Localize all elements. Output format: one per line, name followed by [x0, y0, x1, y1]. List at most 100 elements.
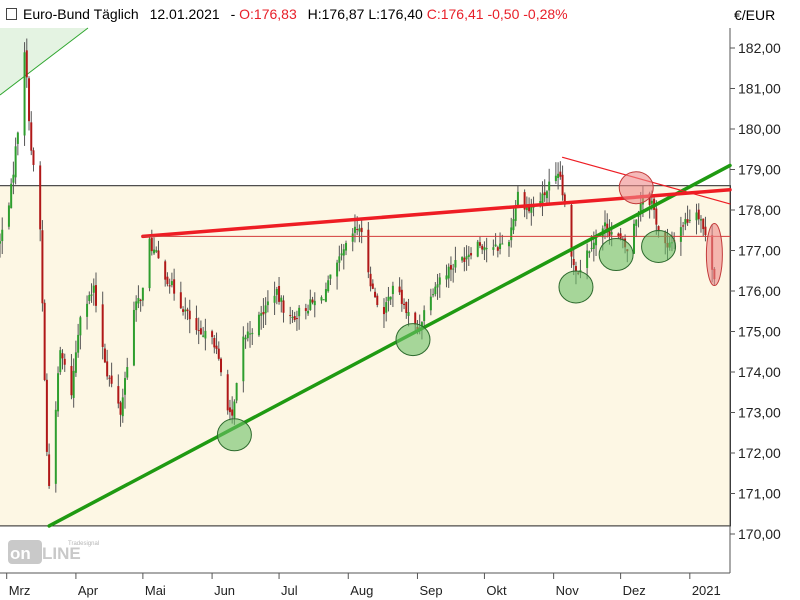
candle-down [697, 209, 700, 220]
candle-up [141, 287, 144, 301]
candle-up [590, 247, 593, 249]
candle-down [32, 150, 35, 165]
candle-up [14, 146, 17, 178]
candle-up [586, 250, 589, 268]
candle-down [231, 409, 234, 416]
candle-down [63, 358, 66, 365]
candle-up [124, 378, 127, 395]
y-tick-label: 181,00 [738, 81, 781, 97]
highlight-circle-green [395, 323, 431, 357]
candle-up [280, 297, 283, 302]
candle-down [686, 219, 689, 223]
candle-up [510, 227, 513, 241]
candle-up [329, 274, 332, 279]
candle-down [481, 245, 484, 250]
candle-up [54, 409, 57, 484]
instrument-name: Euro-Bund Täglich [23, 6, 139, 22]
candle-down [215, 345, 218, 349]
candle-up [432, 294, 435, 296]
candle-up [307, 310, 310, 314]
candle-up [494, 244, 497, 247]
candle-up [72, 370, 75, 398]
candle-down [110, 375, 113, 384]
candle-down [704, 226, 707, 235]
y-tick-label: 170,00 [738, 526, 781, 542]
candle-up [485, 248, 488, 250]
candle-down [228, 407, 231, 413]
candle-up [275, 289, 278, 295]
highlight-circle-green [558, 270, 594, 304]
candle-up [291, 317, 294, 319]
candle-down [657, 226, 660, 232]
candle-down [28, 78, 31, 122]
candle-down [572, 258, 575, 266]
candle-up [121, 397, 124, 417]
candle-up [679, 227, 682, 242]
candle-down [278, 286, 281, 302]
candle-down [41, 230, 44, 304]
candle-up [438, 277, 441, 285]
candle-down [173, 279, 176, 294]
candle-down [367, 229, 370, 273]
candle-up [445, 275, 448, 280]
candle-up [155, 250, 158, 252]
candle-down [45, 379, 48, 452]
candle-up [391, 285, 394, 295]
candle-down [405, 302, 408, 314]
candle-up [233, 401, 236, 419]
candle-down [226, 374, 229, 411]
candle-down [282, 300, 285, 313]
candle-down [119, 402, 122, 415]
candle-up [423, 310, 426, 322]
candle-up [57, 373, 60, 412]
candle-down [403, 303, 406, 306]
candle-up [324, 289, 327, 302]
candle-down [563, 194, 566, 205]
candle-up [132, 309, 135, 366]
candle-up [387, 296, 390, 302]
candle-up [1, 229, 4, 242]
candle-up [273, 295, 276, 303]
y-tick-label: 179,00 [738, 162, 781, 178]
highlight-circle-red [618, 171, 654, 205]
candle-down [220, 358, 223, 373]
candle-down [168, 285, 171, 287]
instrument-icon[interactable] [6, 8, 17, 20]
candle-up [541, 193, 544, 204]
candle-down [574, 266, 577, 272]
candle-up [635, 219, 638, 226]
candle-up [204, 330, 207, 339]
candle-down [606, 223, 609, 233]
candle-down [182, 309, 185, 312]
candle-up [461, 257, 464, 261]
header-date: 12.01.2021 [149, 6, 220, 22]
candle-up [507, 242, 510, 247]
candle-up [59, 350, 62, 373]
candle-down [25, 50, 28, 78]
candle-up [588, 251, 591, 254]
svg-text:on: on [10, 544, 31, 563]
candle-up [557, 173, 560, 179]
candle-down [655, 208, 658, 225]
candle-up [545, 191, 548, 199]
header-low: L:176,40 [368, 6, 423, 22]
candle-up [126, 367, 129, 378]
y-tick-label: 173,00 [738, 405, 781, 421]
x-tick-label: Jun [214, 583, 235, 598]
y-tick-label: 174,00 [738, 364, 781, 380]
candle-down [164, 261, 167, 280]
y-tick-label: 182,00 [738, 40, 781, 56]
candle-up [251, 332, 254, 335]
y-tick-label: 177,00 [738, 243, 781, 259]
x-tick-label: Nov [556, 583, 580, 598]
candle-up [246, 331, 249, 339]
y-tick-label: 178,00 [738, 202, 781, 218]
candle-down [106, 361, 109, 377]
y-tick-label: 176,00 [738, 283, 781, 299]
svg-text:Tradesignal: Tradesignal [68, 541, 99, 547]
candle-up [452, 268, 455, 270]
candle-down [449, 265, 452, 270]
candle-up [476, 241, 479, 257]
candle-down [39, 165, 42, 230]
